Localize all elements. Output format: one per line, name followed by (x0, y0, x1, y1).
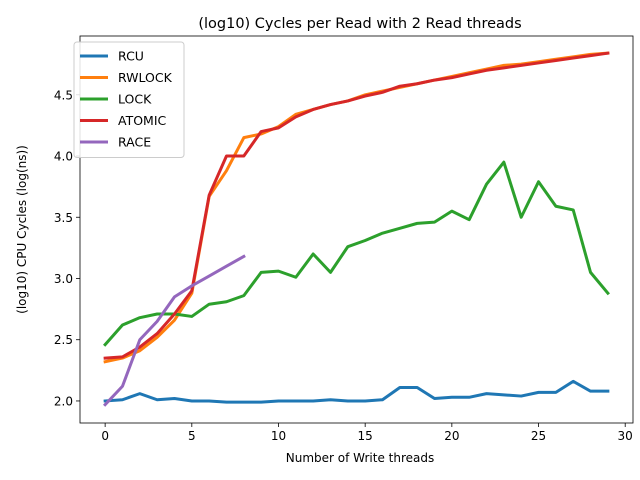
y-tick-label: 2.0 (54, 394, 73, 408)
x-tick-label: 20 (444, 429, 459, 443)
x-tick-label: 0 (101, 429, 109, 443)
x-tick-label: 5 (188, 429, 196, 443)
tick-layer: 0 5 10 15 20 25 30 2.0 2.5 3.0 3.5 4.0 4.5 (54, 88, 633, 443)
axes (79, 35, 634, 424)
legend-box (73, 41, 185, 158)
plot-frame (79, 35, 634, 424)
chart-title: (log10) Cycles per Read with 2 Read thre… (198, 16, 521, 32)
series-line-lock (103, 160, 610, 347)
x-tick-label: 25 (531, 429, 546, 443)
y-axis-title: (log10) CPU Cycles (log(ns)) (15, 145, 29, 314)
legend-label-rcu: RCU (118, 49, 144, 64)
legend-label-rwlock: RWLOCK (118, 70, 173, 85)
x-tick-label: 15 (358, 429, 373, 443)
legend-label-race: RACE (118, 135, 151, 150)
series-line-race (103, 254, 246, 407)
x-tick-label: 30 (618, 429, 633, 443)
y-tick-label: 2.5 (54, 333, 73, 347)
x-tick-label: 10 (271, 429, 286, 443)
legend-label-lock: LOCK (118, 92, 152, 107)
series-line-rcu (103, 379, 610, 404)
x-axis-title: Number of Write threads (286, 451, 434, 465)
y-tick-label: 3.0 (54, 272, 73, 286)
y-tick-label: 4.0 (54, 150, 73, 164)
series-line-atomic (103, 51, 610, 360)
y-tick-label: 3.5 (54, 211, 73, 225)
legend-label-atomic: ATOMIC (118, 113, 167, 128)
series-layer (103, 51, 610, 407)
y-tick-label: 4.5 (54, 88, 73, 102)
legend: RCU RWLOCK LOCK ATOMIC RACE (73, 41, 185, 158)
